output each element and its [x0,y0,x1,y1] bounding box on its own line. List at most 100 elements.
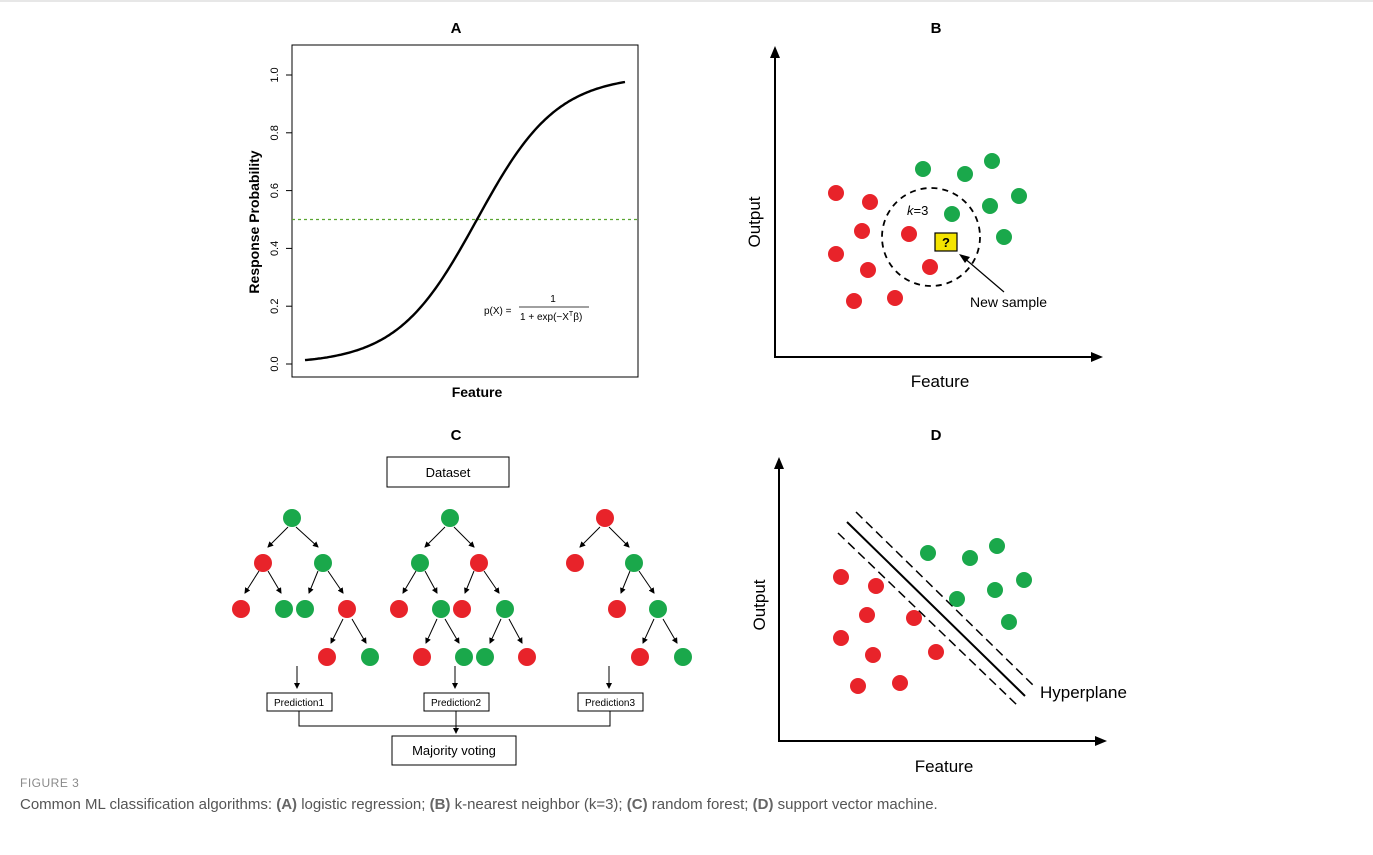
majority-voting-box [391,735,517,766]
red-point [833,630,849,646]
tree-node [566,554,584,572]
tree-node [455,648,473,666]
dataset-label: Dataset [426,465,471,480]
green-point [1016,572,1032,588]
panel-d: D Feature Output Hyperplane [750,427,1127,776]
panel-b-green-points [915,153,1027,245]
green-point [949,591,965,607]
panel-d-ylabel: Output [750,579,769,630]
majority-voting-label: Majority voting [412,743,496,758]
y-tick-label: 0.0 [269,356,281,371]
panel-d-xlabel: Feature [915,757,974,776]
red-point [887,290,903,306]
figure-label: FIGURE 3 [20,776,80,790]
caption-tag-b: (B) [429,796,451,813]
red-point [860,262,876,278]
new-sample-label: New sample [970,294,1047,310]
red-point [859,607,875,623]
tree-node [453,600,471,618]
panel-a-letter: A [451,20,462,37]
tree-node [296,600,314,618]
prediction-arrows [294,666,612,689]
green-point [915,161,931,177]
panel-a-ylabel: Response Probability [246,150,262,293]
caption-part-c: random forest; [647,796,753,813]
prediction3-label: Prediction3 [585,698,635,709]
caption-text: Common ML classification algorithms: (A)… [20,796,1350,813]
red-point [922,259,938,275]
panel-a: A 0.0 0.2 0.4 0.6 0.8 1.0 Response Probabilit… [246,20,639,400]
panel-b-x-arrow-icon [1091,352,1103,362]
tree-node [411,554,429,572]
panel-d-y-arrow-icon [774,457,784,469]
tree-node [441,509,459,527]
red-point [928,644,944,660]
query-sample-mark: ? [942,235,950,250]
tree-1 [244,526,367,644]
tree-node [596,509,614,527]
panel-c-letter: C [451,427,462,444]
dataset-box [386,456,510,488]
tree-node [338,600,356,618]
tree-node [432,600,450,618]
panel-b-letter: B [931,20,942,37]
green-point [920,545,936,561]
panel-c: C Dataset [232,427,692,766]
tree-node [649,600,667,618]
green-point [1011,188,1027,204]
red-point [862,194,878,210]
tree-node [314,554,332,572]
green-point [982,198,998,214]
caption-part-a: logistic regression; [297,796,430,813]
y-tick-label: 0.6 [269,183,281,198]
tree-node [275,600,293,618]
tree-node [232,600,250,618]
panel-d-letter: D [931,427,942,444]
svm-hyperplane [846,521,1026,697]
y-tick-label: 0.4 [269,241,281,256]
y-tick-label: 0.8 [269,125,281,140]
green-point [944,206,960,222]
panel-b-red-points [828,185,938,309]
tree-node [674,648,692,666]
prediction1-label: Prediction1 [274,698,324,709]
knn-k-label: k=3 [907,203,928,218]
tree-node [608,600,626,618]
caption-tag-d: (D) [752,796,774,813]
panel-b-y-arrow-icon [770,46,780,58]
caption-tag-a: (A) [276,796,298,813]
panel-b-xlabel: Feature [911,372,970,391]
panel-d-red-points [833,569,944,694]
svm-margin-upper [855,511,1035,687]
tree-node [625,554,643,572]
figure-caption: FIGURE 3 Common ML classification algori… [20,776,1350,813]
panel-d-green-points [920,538,1032,630]
red-point [828,185,844,201]
panel-a-xlabel: Feature [452,384,503,400]
green-point [996,229,1012,245]
red-point [901,226,917,242]
tree-node [476,648,494,666]
y-tick-label: 0.2 [269,299,281,314]
tree-node [390,600,408,618]
red-point [906,610,922,626]
caption-tag-c: (C) [626,796,648,813]
tree-node [254,554,272,572]
green-point [962,550,978,566]
red-point [892,675,908,691]
panel-a-plot-box [291,44,639,378]
caption-part-d: support vector machine. [773,796,938,813]
panel-b: B Feature Output k=3 [745,20,1103,391]
panel-d-x-arrow-icon [1095,736,1107,746]
tree-node [413,648,431,666]
green-point [984,153,1000,169]
voting-connector [298,711,611,734]
red-point [850,678,866,694]
green-point [989,538,1005,554]
new-sample-arrow-icon [959,254,970,263]
new-sample-pointer [962,256,1005,293]
tree-node [496,600,514,618]
panel-b-ylabel: Output [745,196,764,247]
